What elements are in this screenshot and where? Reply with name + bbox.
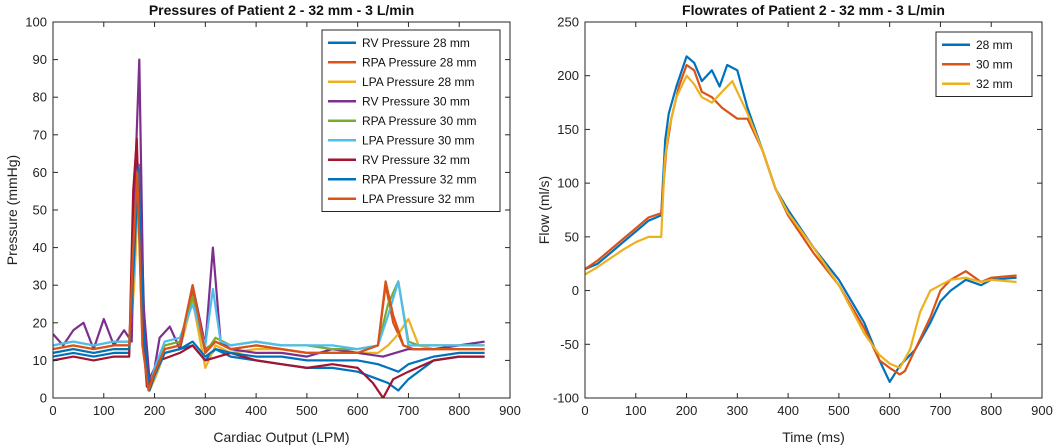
x-tick-label: 0 — [581, 403, 588, 418]
series-line-9 — [53, 171, 485, 392]
y-tick-label: 10 — [33, 353, 47, 368]
legend-item: RV Pressure 32 mm — [328, 153, 470, 167]
x-axis-label: Cardiac Output (LPM) — [213, 429, 349, 445]
y-tick-label: 30 — [33, 278, 47, 293]
x-tick-label: 200 — [676, 403, 698, 418]
y-tick-label: 70 — [33, 127, 47, 142]
legend-label: RPA Pressure 28 mm — [362, 55, 476, 69]
legend: RV Pressure 28 mm RPA Pressure 28 mm LPA P… — [321, 29, 501, 212]
y-tick-label: 40 — [33, 240, 47, 255]
x-tick-label: 700 — [930, 403, 952, 418]
legend-item: RV Pressure 28 mm — [328, 36, 470, 50]
x-tick-label: 800 — [980, 403, 1002, 418]
flowrates-chart: 0 100 200 300 400 500 600 700 800 900 -100 -50 0 50 10… — [536, 2, 1053, 445]
legend-item: LPA Pressure 28 mm — [328, 75, 475, 89]
y-tick-label: -50 — [560, 337, 579, 352]
legend-label: RPA Pressure 30 mm — [362, 114, 476, 128]
x-tick-label: 400 — [777, 403, 799, 418]
x-tick-label: 500 — [296, 403, 318, 418]
y-tick-label: 0 — [40, 391, 47, 406]
x-tick-label: 900 — [1031, 403, 1053, 418]
x-tick-label: 0 — [49, 403, 56, 418]
x-tick-label: 200 — [144, 403, 166, 418]
axes-box — [584, 21, 1043, 399]
x-tick-label: 800 — [448, 403, 470, 418]
x-axis-label: Time (ms) — [782, 429, 844, 445]
x-tick-label: 900 — [499, 403, 521, 418]
chart-title: Pressures of Patient 2 - 32 mm - 3 L/min — [149, 2, 414, 18]
x-tick-label: 400 — [245, 403, 267, 418]
x-tick-label: 300 — [194, 403, 216, 418]
y-tick-label: 90 — [33, 52, 47, 67]
series-line-1 — [585, 55, 1017, 383]
legend-item: 28 mm — [942, 38, 1013, 52]
legend-label: RPA Pressure 32 mm — [362, 172, 476, 186]
y-tick-label: 100 — [25, 15, 47, 30]
x-tick-label: 100 — [625, 403, 647, 418]
legend-label: LPA Pressure 30 mm — [362, 133, 475, 147]
x-tick-label: 700 — [398, 403, 420, 418]
legend-item: LPA Pressure 32 mm — [328, 192, 475, 206]
y-tick-label: 250 — [557, 15, 579, 30]
legend-item: RPA Pressure 30 mm — [328, 114, 476, 128]
y-tick-label: -100 — [553, 391, 579, 406]
y-axis-label: Flow (ml/s) — [536, 176, 552, 244]
x-tick-label: 500 — [828, 403, 850, 418]
legend-label: 30 mm — [976, 57, 1013, 71]
legend-label: LPA Pressure 32 mm — [362, 192, 475, 206]
y-tick-label: 0 — [572, 283, 579, 298]
y-tick-label: 100 — [557, 176, 579, 191]
y-axis-label: Pressure (mmHg) — [4, 155, 20, 265]
x-tick-label: 600 — [879, 403, 901, 418]
legend-item: RPA Pressure 32 mm — [328, 172, 476, 186]
legend-item: RV Pressure 30 mm — [328, 94, 470, 108]
x-tick-label: 100 — [93, 403, 115, 418]
legend-label: 28 mm — [976, 38, 1013, 52]
legend-label: RV Pressure 28 mm — [362, 36, 470, 50]
legend-label: RV Pressure 32 mm — [362, 153, 470, 167]
chart-title: Flowrates of Patient 2 - 32 mm - 3 L/min — [682, 2, 945, 18]
y-tick-label: 50 — [33, 203, 47, 218]
legend-label: 32 mm — [976, 77, 1013, 91]
y-tick-label: 150 — [557, 122, 579, 137]
y-tick-label: 20 — [33, 315, 47, 330]
legend-label: RV Pressure 30 mm — [362, 94, 470, 108]
legend-label: LPA Pressure 28 mm — [362, 75, 475, 89]
x-tick-label: 300 — [726, 403, 748, 418]
legend-item: LPA Pressure 30 mm — [328, 133, 475, 147]
legend-item: 30 mm — [942, 57, 1013, 71]
x-tick-label: 600 — [347, 403, 369, 418]
legend-item: RPA Pressure 28 mm — [328, 55, 476, 69]
legend: 28 mm 30 mm 32 mm — [935, 31, 1033, 97]
y-tick-label: 50 — [565, 229, 579, 244]
series-line-3 — [585, 74, 1017, 369]
y-tick-label: 80 — [33, 90, 47, 105]
y-tick-label: 200 — [557, 68, 579, 83]
legend-item: 32 mm — [942, 77, 1013, 91]
pressures-chart: 0 100 200 300 400 500 600 700 800 900 0 10 20 30 40 50 6… — [4, 2, 521, 445]
y-tick-label: 60 — [33, 165, 47, 180]
